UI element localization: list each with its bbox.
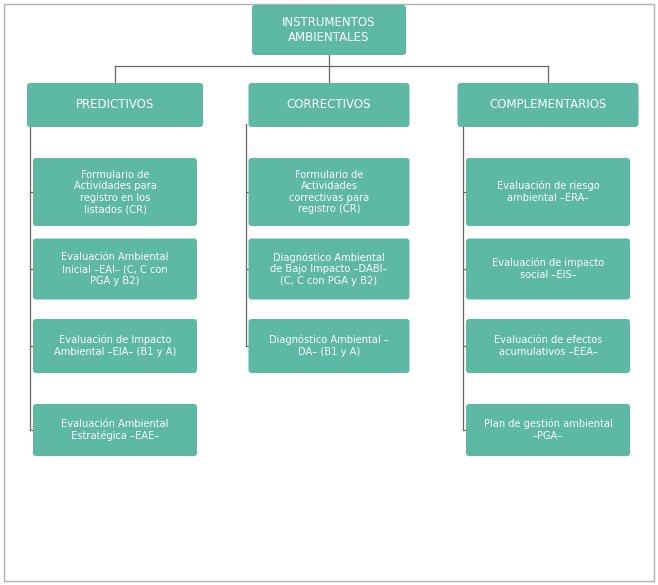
FancyBboxPatch shape xyxy=(249,319,409,373)
Text: PREDICTIVOS: PREDICTIVOS xyxy=(76,98,154,112)
Text: CORRECTIVOS: CORRECTIVOS xyxy=(287,98,371,112)
FancyBboxPatch shape xyxy=(249,239,409,300)
FancyBboxPatch shape xyxy=(466,239,630,300)
Text: COMPLEMENTARIOS: COMPLEMENTARIOS xyxy=(490,98,607,112)
FancyBboxPatch shape xyxy=(33,239,197,300)
FancyBboxPatch shape xyxy=(466,319,630,373)
FancyBboxPatch shape xyxy=(27,83,203,127)
Text: Evaluación de Impacto
Ambiental –EIA– (B1 y A): Evaluación de Impacto Ambiental –EIA– (B… xyxy=(54,335,176,357)
FancyBboxPatch shape xyxy=(249,158,409,226)
Text: INSTRUMENTOS
AMBIENTALES: INSTRUMENTOS AMBIENTALES xyxy=(282,16,376,44)
FancyBboxPatch shape xyxy=(4,4,654,581)
Text: Formulario de
Actividades
correctivas para
registro (CR): Formulario de Actividades correctivas pa… xyxy=(289,170,369,214)
FancyBboxPatch shape xyxy=(466,404,630,456)
Text: Plan de gestión ambiental
–PGA–: Plan de gestión ambiental –PGA– xyxy=(484,419,613,441)
Text: Evaluación de riesgo
ambiental –ERA–: Evaluación de riesgo ambiental –ERA– xyxy=(497,181,599,203)
FancyBboxPatch shape xyxy=(466,158,630,226)
FancyBboxPatch shape xyxy=(249,83,409,127)
FancyBboxPatch shape xyxy=(33,158,197,226)
Text: Evaluación Ambiental
Inicial –EAI– (C, C con
PGA y B2): Evaluación Ambiental Inicial –EAI– (C, C… xyxy=(61,252,168,285)
FancyBboxPatch shape xyxy=(33,319,197,373)
Text: Evaluación Ambiental
Estratégica –EAE–: Evaluación Ambiental Estratégica –EAE– xyxy=(61,419,168,441)
FancyBboxPatch shape xyxy=(252,5,406,55)
Text: Diagnóstico Ambiental –
DA– (B1 y A): Diagnóstico Ambiental – DA– (B1 y A) xyxy=(269,335,389,357)
Text: Evaluación de impacto
social –EIS–: Evaluación de impacto social –EIS– xyxy=(492,258,604,280)
FancyBboxPatch shape xyxy=(33,404,197,456)
Text: Formulario de
Actividades para
registro en los
listados (CR): Formulario de Actividades para registro … xyxy=(74,170,157,214)
Text: Diagnóstico Ambiental
de Bajo Impacto –DABI–
(C, C con PGA y B2): Diagnóstico Ambiental de Bajo Impacto –D… xyxy=(270,252,388,286)
Text: Evaluación de efectos
acumulativos –EEA–: Evaluación de efectos acumulativos –EEA– xyxy=(494,335,602,357)
FancyBboxPatch shape xyxy=(457,83,638,127)
